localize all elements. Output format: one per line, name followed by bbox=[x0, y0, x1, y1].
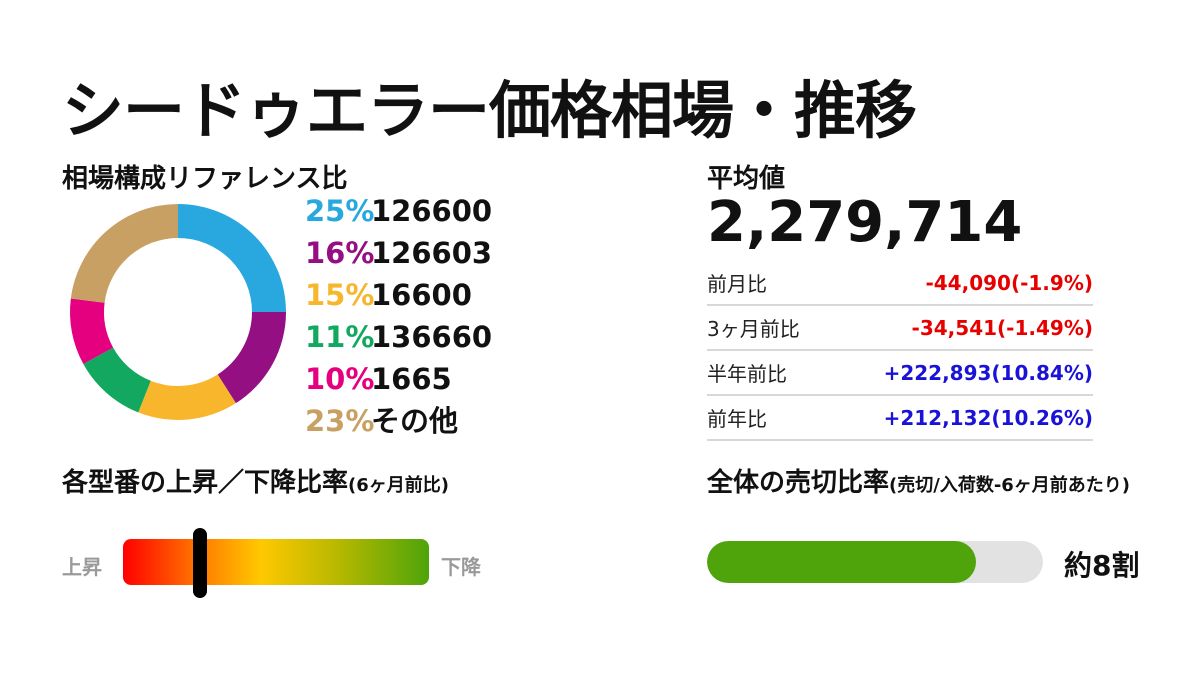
average-heading: 平均値 bbox=[707, 164, 786, 194]
updown-heading: 各型番の上昇／下降比率(6ヶ月前比) bbox=[62, 462, 449, 499]
donut-slice-3 bbox=[138, 374, 236, 420]
comparison-value: +212,132(10.26%) bbox=[883, 405, 1093, 430]
comparison-row: 前年比 +212,132(10.26%) bbox=[707, 396, 1093, 441]
average-value: 2,279,714 bbox=[707, 190, 1023, 255]
composition-legend: 25%126600 16%126603 15%16600 11%136660 1… bbox=[305, 190, 492, 442]
comparison-label: 半年前比 bbox=[707, 362, 787, 386]
legend-percent: 15% bbox=[305, 278, 375, 312]
sellout-heading: 全体の売切比率(売切/入荷数-6ヶ月前あたり) bbox=[707, 462, 1130, 499]
legend-label: 16600 bbox=[371, 278, 472, 312]
sellout-label: 約8割 bbox=[1064, 549, 1140, 582]
down-label: 下降 bbox=[441, 555, 481, 579]
updown-gradient-bar bbox=[123, 539, 429, 585]
comparison-table: 前月比 -44,090(-1.9%) 3ヶ月前比 -34,541(-1.49%)… bbox=[707, 261, 1093, 441]
legend-item: 15%16600 bbox=[305, 274, 492, 316]
updown-marker bbox=[192, 528, 207, 598]
legend-label: 126603 bbox=[371, 236, 493, 270]
legend-item: 11%136660 bbox=[305, 316, 492, 358]
legend-label: その他 bbox=[371, 404, 459, 438]
composition-donut-chart bbox=[70, 204, 286, 420]
comparison-row: 半年前比 +222,893(10.84%) bbox=[707, 351, 1093, 396]
donut-slice-5 bbox=[70, 298, 114, 365]
legend-label: 126600 bbox=[371, 194, 493, 228]
comparison-label: 3ヶ月前比 bbox=[707, 317, 800, 341]
composition-heading: 相場構成リファレンス比 bbox=[62, 164, 348, 194]
legend-item: 25%126600 bbox=[305, 190, 492, 232]
up-label: 上昇 bbox=[62, 555, 102, 579]
sellout-progress-fill bbox=[707, 541, 976, 583]
comparison-row: 3ヶ月前比 -34,541(-1.49%) bbox=[707, 306, 1093, 351]
legend-label: 136660 bbox=[371, 320, 493, 354]
updown-heading-note: (6ヶ月前比) bbox=[348, 475, 449, 496]
legend-label: 1665 bbox=[371, 362, 452, 396]
comparison-value: -34,541(-1.49%) bbox=[911, 315, 1093, 340]
donut-slice-6 bbox=[70, 204, 178, 303]
sellout-heading-text: 全体の売切比率 bbox=[707, 468, 890, 498]
comparison-value: -44,090(-1.9%) bbox=[925, 270, 1093, 295]
comparison-value: +222,893(10.84%) bbox=[883, 360, 1093, 385]
legend-percent: 16% bbox=[305, 236, 375, 270]
legend-percent: 11% bbox=[305, 320, 375, 354]
donut-slice-2 bbox=[217, 312, 286, 404]
page-title: シードゥエラー価格相場・推移 bbox=[62, 74, 917, 147]
legend-item: 23%その他 bbox=[305, 400, 492, 442]
sellout-heading-note: (売切/入荷数-6ヶ月前あたり) bbox=[889, 475, 1131, 496]
sellout-progress-track bbox=[707, 541, 1043, 583]
legend-item: 10%1665 bbox=[305, 358, 492, 400]
legend-percent: 25% bbox=[305, 194, 375, 228]
donut-slice-4 bbox=[83, 347, 151, 413]
legend-percent: 10% bbox=[305, 362, 375, 396]
comparison-label: 前年比 bbox=[707, 407, 767, 431]
legend-percent: 23% bbox=[305, 404, 375, 438]
legend-item: 16%126603 bbox=[305, 232, 492, 274]
donut-slice-1 bbox=[178, 204, 286, 312]
updown-heading-text: 各型番の上昇／下降比率 bbox=[62, 468, 349, 498]
comparison-row: 前月比 -44,090(-1.9%) bbox=[707, 261, 1093, 306]
comparison-label: 前月比 bbox=[707, 272, 767, 296]
